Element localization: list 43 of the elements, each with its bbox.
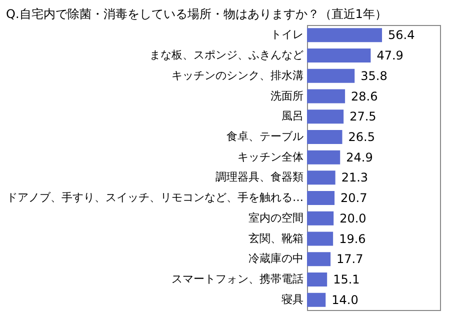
- data-label: 14.0: [332, 292, 358, 307]
- y-tick-label: 食卓、テーブル: [226, 130, 304, 143]
- bar: [307, 110, 344, 124]
- bar: [307, 68, 355, 83]
- y-tick-label: 寝具: [282, 292, 304, 306]
- y-tick-label: ドアノブ、手すり、スイッチ、リモコンなど、手を触れる…: [6, 191, 304, 204]
- y-tick-label: 洗面所: [270, 89, 304, 102]
- y-tick-label: キッチン全体: [238, 150, 304, 164]
- data-label: 47.9: [376, 48, 404, 63]
- data-label: 15.1: [333, 272, 360, 286]
- y-tick-label: 室内の空間: [248, 211, 304, 224]
- bar: [307, 191, 335, 206]
- y-tick-label: まな板、スポンジ、ふきんなど: [150, 48, 304, 62]
- bar: [307, 170, 336, 185]
- y-tick-label: 風呂: [282, 110, 304, 123]
- bar: [307, 48, 371, 63]
- bar: [307, 272, 328, 286]
- data-label: 35.8: [360, 68, 388, 83]
- data-label: 19.6: [339, 232, 366, 246]
- y-tick-label: 玄関、靴箱: [248, 232, 304, 245]
- text: Q.自宅内で除菌・消毒をしている場所・物はありますか？（直近1年）: [6, 7, 387, 21]
- data-label: 21.3: [341, 170, 368, 185]
- y-tick-label: 調理器具、食器類: [216, 170, 304, 184]
- data-label: 24.9: [346, 150, 373, 164]
- bar: [307, 89, 346, 104]
- bar: [307, 150, 340, 164]
- y-tick-label: トイレ: [270, 28, 304, 42]
- bar: [307, 252, 331, 266]
- y-tick-label: 冷蔵庫の中: [248, 252, 304, 266]
- bar: [307, 28, 382, 42]
- bar: [307, 292, 326, 307]
- data-label: 26.5: [348, 130, 375, 144]
- bar: [307, 211, 334, 226]
- data-label: 17.7: [336, 252, 364, 266]
- bar: [307, 232, 334, 246]
- data-label: 27.5: [350, 110, 376, 124]
- data-label: 56.4: [388, 28, 415, 42]
- y-tick-label: キッチンのシンク、排水溝: [172, 68, 304, 82]
- data-label: 20.0: [340, 211, 366, 226]
- data-label: 20.7: [340, 191, 368, 206]
- data-label: 28.6: [351, 89, 378, 104]
- bar: [307, 130, 342, 144]
- y-tick-label: スマートフォン、携帯電話: [172, 272, 304, 286]
